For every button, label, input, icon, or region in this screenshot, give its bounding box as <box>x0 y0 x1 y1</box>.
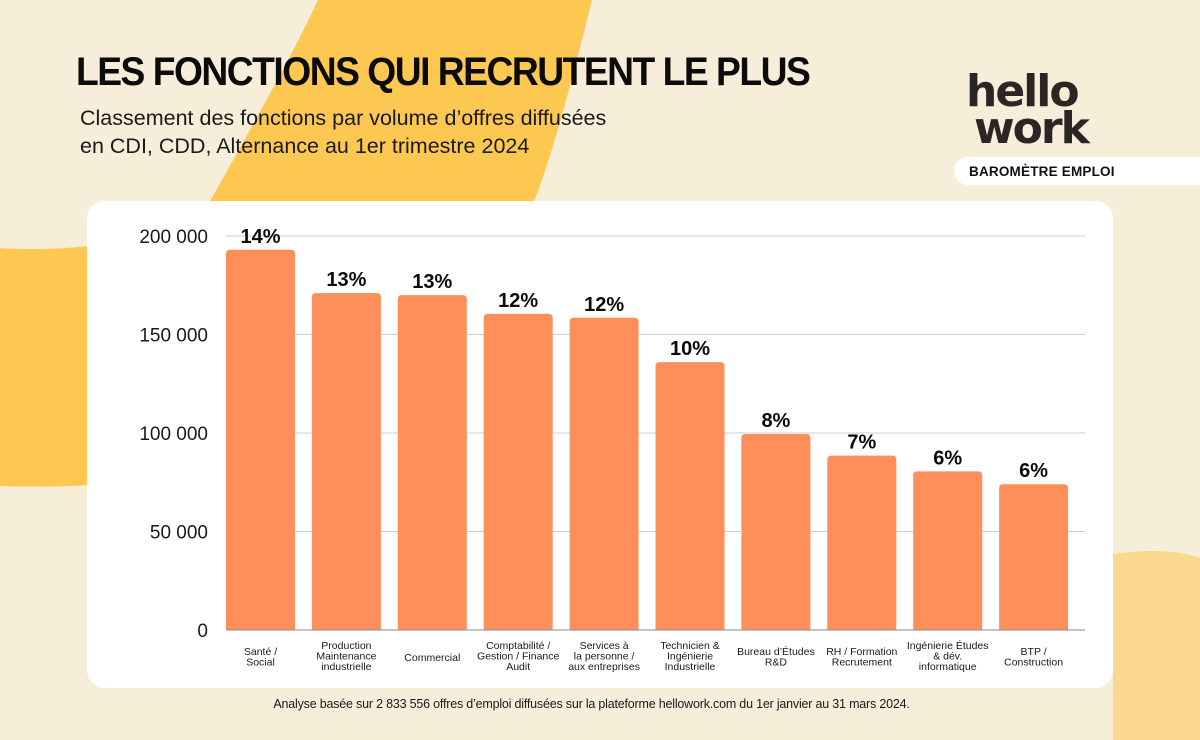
yellow-ring-bottom-right <box>1113 551 1200 740</box>
y-tick-label: 200 000 <box>139 227 208 248</box>
y-tick-label: 100 000 <box>139 424 208 445</box>
bar <box>741 433 811 630</box>
y-tick-label: 150 000 <box>139 326 208 347</box>
x-tick-label: Services à <box>580 640 629 652</box>
x-tick-label: Gestion / Finance <box>477 651 559 663</box>
data-label: 6% <box>933 447 962 469</box>
y-tick-label: 0 <box>197 621 208 642</box>
x-tick-label: R&D <box>765 657 788 669</box>
data-label: 13% <box>326 269 366 291</box>
bar <box>999 484 1069 630</box>
bar <box>655 362 725 630</box>
page-title: LES FONCTIONS QUI RECRUTENT LE PLUS <box>76 50 811 94</box>
x-tick-label: aux entreprises <box>568 661 640 673</box>
data-label: 12% <box>584 294 624 316</box>
yellow-ring-bottom-right-2 <box>1113 628 1130 740</box>
bar <box>397 295 467 630</box>
x-tick-label: Social <box>246 657 275 669</box>
bar-chart: 0 50 000 100 000 150 000 200 000 14% Santé /So… <box>139 226 1085 673</box>
data-label: 13% <box>412 271 452 293</box>
x-tick-label: informatique <box>919 661 977 673</box>
page-subtitle: Classement des fonctions par volume d’of… <box>80 104 606 160</box>
data-label: 10% <box>670 338 710 360</box>
bar <box>569 317 639 630</box>
yellow-arc-top <box>205 0 592 210</box>
x-tick-label: Maintenance <box>316 651 376 663</box>
y-tick-label: 50 000 <box>150 523 208 544</box>
x-tick-label: Construction <box>1004 657 1063 669</box>
data-label: 14% <box>240 226 280 248</box>
footnote: Analyse basée sur 2 833 556 offres d’emp… <box>273 697 910 711</box>
bar <box>827 455 897 630</box>
x-tick-label: Ingénierie Études <box>907 639 989 652</box>
hellowork-logo: hello work <box>966 66 1136 154</box>
x-tick-label: Audit <box>506 661 530 673</box>
x-tick-label: industrielle <box>321 661 371 673</box>
subtitle-line-1: Classement des fonctions par volume d’of… <box>80 106 607 130</box>
barometre-badge: BAROMÈTRE EMPLOI <box>954 157 1200 185</box>
bar <box>913 471 983 630</box>
x-tick-label: Ingénierie <box>667 651 713 663</box>
logo-line-1: hello <box>966 66 1080 117</box>
x-tick-label: BTP / <box>1021 646 1047 658</box>
bar <box>311 293 381 630</box>
x-tick-label: Recrutement <box>832 657 892 669</box>
data-label: 6% <box>1019 460 1048 482</box>
x-tick-label: & dév. <box>933 651 962 663</box>
x-tick-label: Commercial <box>404 652 460 664</box>
data-label: 12% <box>498 290 538 312</box>
x-tick-label: RH / Formation <box>826 646 897 658</box>
yellow-band-left <box>0 246 90 487</box>
bar <box>226 249 295 630</box>
x-tick-label: Industrielle <box>665 661 716 673</box>
x-tick-label: Santé / <box>244 646 277 658</box>
x-tick-label: Comptabilité / <box>486 640 550 652</box>
data-label: 8% <box>761 410 790 432</box>
x-tick-label: la personne / <box>574 651 635 663</box>
data-label: 7% <box>847 432 876 454</box>
bar <box>483 313 553 630</box>
x-tick-label: Production <box>321 640 371 652</box>
chart-card: 0 50 000 100 000 150 000 200 000 14% Santé / So… <box>87 201 1113 688</box>
logo-line-2: work <box>974 103 1090 154</box>
x-tick-label: Technicien & <box>660 640 720 652</box>
x-tick-label: Bureau d’Études <box>737 645 815 658</box>
subtitle-line-2: en CDI, CDD, Alternance au 1er trimestre… <box>80 134 530 158</box>
